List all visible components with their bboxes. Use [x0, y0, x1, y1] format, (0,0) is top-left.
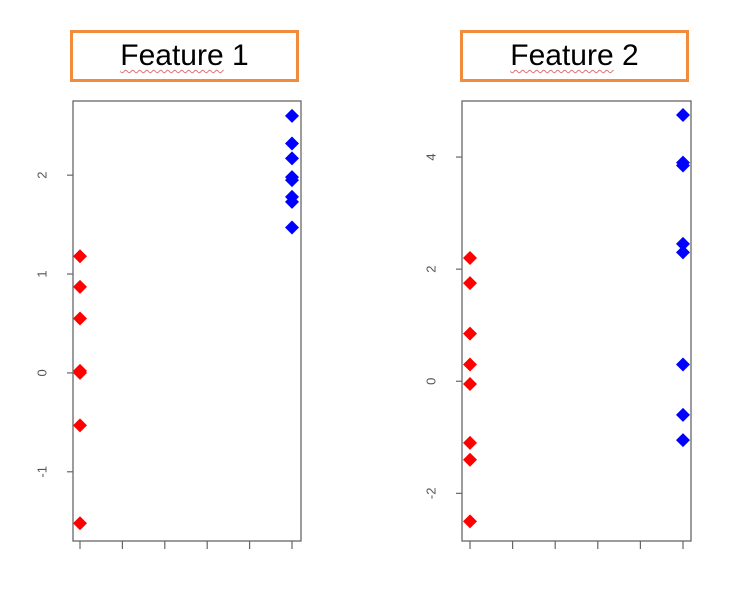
feature-1-ytick-label-0: -1 [34, 466, 49, 478]
feature-2-blue-point-4 [676, 245, 690, 260]
feature-2-blue-point-3 [676, 236, 690, 251]
feature-2-red-point-6 [463, 452, 477, 467]
feature-1-blue-point-1 [285, 136, 299, 151]
feature-2-red-point-5 [463, 435, 477, 450]
feature-1-red-point-5 [73, 418, 87, 433]
feature-1-blue-point-7 [285, 220, 299, 235]
feature-2-blue-point-0 [676, 108, 690, 123]
feature-2-red-point-2 [463, 326, 477, 341]
feature-1-plot-frame [72, 100, 302, 542]
feature-1-blue-point-6 [285, 194, 299, 209]
feature-1-red-point-2 [73, 311, 87, 326]
feature-1-title-box: Feature 1 [70, 30, 299, 82]
feature-2-plot-frame [461, 100, 692, 542]
feature-2-red-point-4 [463, 377, 477, 392]
feature-2-ytick-label-2: 2 [423, 266, 438, 273]
feature-1-title-number: 1 [232, 39, 249, 72]
feature-2-title-number: 2 [622, 39, 639, 72]
feature-2-ytick-label-0: -2 [423, 488, 438, 500]
feature-1-red-point-1 [73, 279, 87, 294]
feature-1-blue-point-4 [285, 173, 299, 188]
feature-2-blue-point-2 [676, 158, 690, 173]
feature-2-blue-point-7 [676, 433, 690, 448]
feature-2-red-point-1 [463, 276, 477, 291]
feature-2-red-point-0 [463, 250, 477, 265]
feature-2-blue-point-6 [676, 407, 690, 422]
feature-2-red-point-7 [463, 514, 477, 529]
feature-1-blue-point-2 [285, 151, 299, 166]
feature-1-red-point-0 [73, 249, 87, 264]
feature-2-ytick-label-3: 4 [423, 153, 438, 160]
feature-1-red-point-4 [73, 365, 87, 380]
feature-1-red-point-6 [73, 516, 87, 531]
feature-1-ytick-label-2: 1 [34, 270, 49, 277]
feature-2-red-point-3 [463, 357, 477, 372]
feature-1-ytick-label-3: 2 [34, 172, 49, 179]
feature-1-ytick-label-1: 0 [34, 369, 49, 376]
feature-1-title-word: Feature [120, 39, 224, 72]
feature-2-title-word: Feature [510, 39, 614, 72]
feature-2-blue-point-5 [676, 357, 690, 372]
feature-2-title-box: Feature 2 [460, 30, 689, 82]
feature-2-ytick-label-1: 0 [423, 378, 438, 385]
feature-1-blue-point-0 [285, 108, 299, 123]
